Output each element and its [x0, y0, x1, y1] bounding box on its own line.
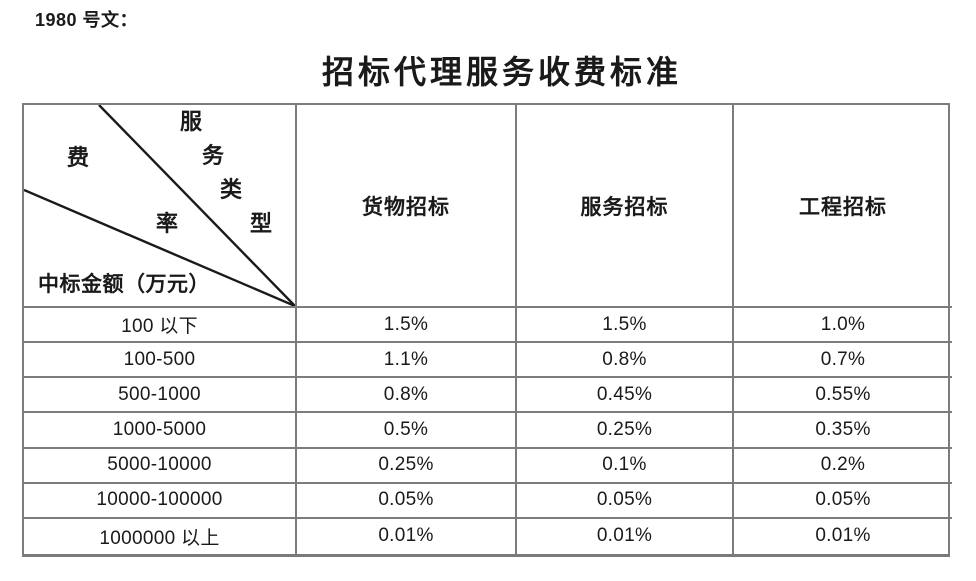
- corner-bid-amount-label: 中标金额（万元）: [38, 272, 210, 296]
- rate-service: 0.01%: [517, 518, 734, 554]
- corner-service-type-char-2: 务: [202, 143, 225, 168]
- column-header-goods: 货物招标: [297, 105, 517, 308]
- rate-goods: 1.1%: [297, 343, 517, 379]
- column-header-service: 服务招标: [517, 105, 734, 308]
- rate-works: 1.0%: [734, 308, 952, 344]
- rate-works: 0.2%: [734, 449, 952, 484]
- rate-goods: 0.8%: [297, 378, 517, 414]
- rate-goods: 0.25%: [297, 448, 517, 484]
- rate-goods: 0.01%: [297, 518, 517, 554]
- corner-service-type-char-4: 型: [250, 211, 273, 236]
- row-range: 100 以下: [24, 308, 297, 344]
- rate-service: 0.05%: [517, 483, 734, 519]
- doc-reference-label: 1980 号文：: [35, 10, 139, 30]
- rate-service: 0.25%: [517, 413, 734, 449]
- row-range: 100-500: [24, 343, 297, 379]
- rate-service: 0.1%: [517, 448, 734, 484]
- rate-goods: 0.5%: [297, 413, 517, 449]
- corner-fee-rate-char-1: 费: [67, 145, 90, 170]
- rate-service: 1.5%: [517, 308, 734, 344]
- column-header-works: 工程招标: [734, 105, 952, 308]
- rate-works: 0.01%: [815, 525, 871, 547]
- corner-service-type-char-1: 服: [180, 109, 203, 134]
- rate-service: 0.8%: [517, 343, 734, 379]
- row-range: 1000000 以上: [24, 518, 297, 554]
- page-title: 招标代理服务收费标准: [321, 54, 682, 90]
- diagonal-lines: [24, 105, 295, 306]
- table-corner-diagonal-cell: 服 务 类 型 费 率 中标金额（万元）: [24, 105, 297, 308]
- fee-standard-table: 服 务 类 型 费 率 中标金额（万元） 货物招标 服务招标 工程招标 100 …: [22, 103, 952, 557]
- corner-service-type-char-3: 类: [220, 177, 243, 202]
- row-range: 5000-10000: [24, 448, 297, 484]
- rate-works: 0.7%: [734, 343, 952, 379]
- rate-goods: 1.5%: [297, 308, 517, 344]
- rate-works: 0.35%: [734, 413, 952, 449]
- rate-goods: 0.05%: [297, 483, 517, 519]
- rate-service: 0.45%: [517, 378, 734, 414]
- row-range: 500-1000: [24, 378, 297, 414]
- corner-fee-rate-char-2: 率: [156, 211, 179, 236]
- rate-works: 0.05%: [734, 484, 952, 519]
- rate-works: 0.55%: [734, 378, 952, 414]
- row-range: 1000-5000: [24, 413, 297, 449]
- row-range: 10000-100000: [24, 483, 297, 519]
